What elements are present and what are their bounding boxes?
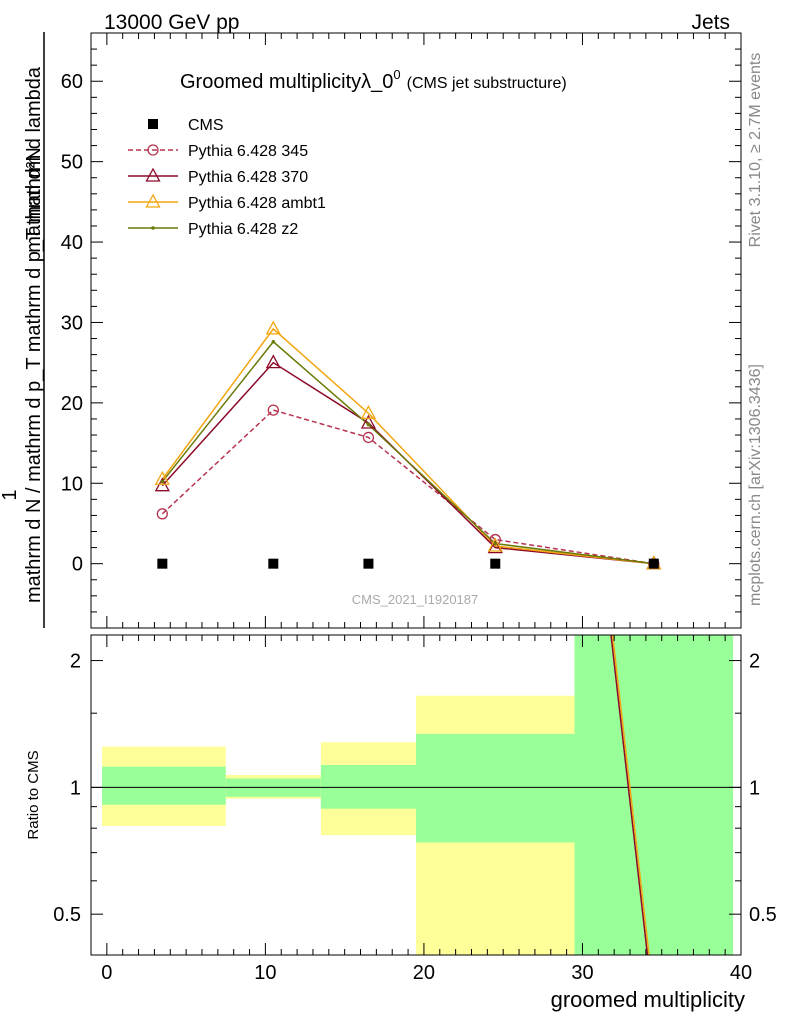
series-marker [360,414,377,429]
stat-uncertainty-band [416,733,575,843]
series-marker [362,431,375,444]
y-label-numerator: mathrm d²N [23,147,45,253]
y-label-denominator: mathrm d N / mathrm d p_T mathrm d p_T m… [23,66,45,603]
ratio-y-tick-label-right: 0.5 [749,904,777,926]
legend-label: Pythia 6.428 370 [188,169,308,186]
title-sup: 0 [393,67,400,82]
ratio-y-tick-label: 0.5 [53,904,81,926]
series-marker [271,339,276,344]
ratio-y-tick-label-right: 2 [749,651,760,673]
main-y-label: 1 mathrm d²N mathrm d N / mathrm d p_T m… [0,32,45,628]
y-tick-label: 30 [61,312,83,334]
y-tick-label: 20 [61,393,83,415]
series-marker [366,422,371,427]
x-tick-label: 30 [571,962,593,984]
series-marker [493,541,498,546]
stat-uncertainty-band [574,635,734,955]
data-points [157,558,659,569]
series-marker [487,537,503,552]
main-title: Groomed multiplicityλ_00 (CMS jet substru… [180,67,567,93]
data-point [490,558,501,569]
rivet-label: Rivet 3.1.10, ≥ 2.7M events [747,53,764,248]
ratio-y-tick-label: 2 [70,651,81,673]
analysis-watermark: CMS_2021_I1920187 [352,592,479,607]
title-main: Groomed multiplicityλ_0 [180,71,393,93]
energy-label: 13000 GeV pp [104,11,239,34]
data-point [268,558,279,569]
y-label-one: 1 [0,489,21,500]
legend-label: CMS [188,117,224,134]
series-marker [147,144,159,156]
y-tick-label: 40 [61,232,83,254]
main-panel-frame [90,32,742,629]
series-line [161,361,654,565]
x-axis-label: groomed multiplicity [551,987,745,1012]
series-marker [265,320,281,335]
x-tick-label: 40 [730,962,752,984]
data-point [157,558,168,569]
x-tick-label: 10 [254,962,276,984]
series-marker [145,193,161,208]
ratio-bands [91,635,741,955]
ratio-y-label: Ratio to CMS [25,750,42,839]
ratio-line [610,634,649,956]
series-line [161,327,654,565]
series-marker [154,470,170,485]
legend-label: Pythia 6.428 345 [188,143,308,160]
data-point [363,558,374,569]
y-tick-label: 50 [61,152,83,174]
svg-text:Groomed multiplicityλ_00(CMS j: Groomed multiplicityλ_00 (CMS jet substru… [180,67,567,93]
ratio-line [611,634,650,956]
series-line [161,409,654,565]
ratio-panel-frame [90,634,742,956]
series-marker [151,226,155,230]
x-tick-label: 0 [101,962,112,984]
series-marker [360,404,377,419]
legend-marker [148,119,158,129]
data-point [648,558,659,569]
series-marker [267,404,279,416]
main-series-lines [161,327,654,565]
ticks: 0 10 20 30 40 50 60 0 10 20 30 40 0.5 0.5 1 1 2 2 [53,33,777,984]
series-marker [156,508,168,520]
mcplots-label: mcplots.cern.ch [arXiv:1306.3436] [747,364,764,606]
stat-uncertainty-band [102,766,226,805]
series-marker [487,539,503,554]
y-tick-label: 60 [61,71,83,93]
y-tick-label: 0 [72,554,83,576]
y-tick-label: 10 [61,473,83,495]
title-sub: (CMS jet substructure) [407,75,567,92]
frames [90,32,742,956]
ratio-y-tick-label-right: 1 [749,777,760,799]
series-line [161,340,654,565]
stat-uncertainty-band [320,765,416,809]
category-label: Jets [691,11,730,34]
series-marker [145,167,161,182]
series-marker [160,479,165,484]
ratio-lines [610,634,650,956]
ratio-y-tick-label: 1 [70,777,81,799]
legend-label: Pythia 6.428 ambt1 [188,195,326,212]
legend-label: Pythia 6.428 z2 [188,221,298,238]
series-marker [265,354,281,369]
legend: CMS Pythia 6.428 345 Pythia 6.428 370 Pythi… [128,117,326,238]
x-tick-label: 20 [413,962,435,984]
main-series-markers [154,320,662,570]
